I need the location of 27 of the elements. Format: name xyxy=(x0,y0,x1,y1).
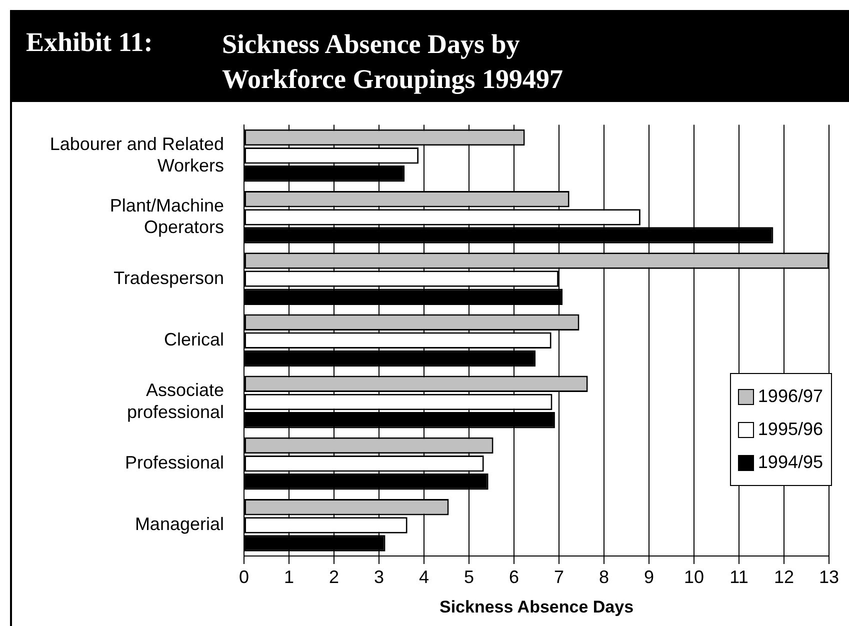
y-tick-label: Managerial xyxy=(134,514,224,534)
legend-label: 1994/95 xyxy=(758,451,823,474)
y-tick-label: Plant/Machine Operators xyxy=(110,195,224,237)
y-tick-label: Professional xyxy=(124,452,224,473)
x-axis-title: Sickness Absence Days xyxy=(439,597,634,616)
x-tick-label: 6 xyxy=(508,566,520,587)
x-tick-label: 4 xyxy=(418,566,430,587)
y-tick-label: Associate professional xyxy=(126,380,224,422)
x-tick-label: 10 xyxy=(684,566,704,587)
legend-label: 1995/96 xyxy=(758,418,823,441)
x-tick-label: 13 xyxy=(818,566,840,587)
x-tick-label: 9 xyxy=(644,566,654,587)
legend-label: 1996/97 xyxy=(758,385,823,408)
chart-subtitle: Sickness Absence Days by Workforce Groupings 199497 xyxy=(222,28,564,96)
x-tick-label: 3 xyxy=(374,566,384,587)
y-tick-label: Labourer and Related Workers xyxy=(50,134,224,176)
y-tick-label: Clerical xyxy=(164,329,224,350)
x-tick-label: 11 xyxy=(730,566,748,587)
x-tick-label: 0 xyxy=(238,566,250,587)
x-tick-label: 1 xyxy=(284,566,294,587)
x-tick-label: 2 xyxy=(328,566,340,587)
x-tick-label: 12 xyxy=(774,566,794,587)
x-tick-label: 8 xyxy=(598,566,610,587)
x-tick-label: 5 xyxy=(464,566,474,587)
x-tick-label: 7 xyxy=(554,566,564,587)
y-tick-label: Tradesperson xyxy=(114,268,224,288)
chart-title: Exhibit 11: xyxy=(26,27,153,58)
